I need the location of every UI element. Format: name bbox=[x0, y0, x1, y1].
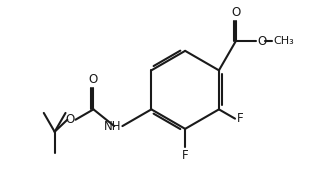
Text: CH₃: CH₃ bbox=[273, 36, 294, 46]
Text: NH: NH bbox=[103, 120, 121, 133]
Text: F: F bbox=[236, 112, 243, 125]
Text: F: F bbox=[182, 149, 188, 162]
Text: O: O bbox=[258, 35, 267, 48]
Text: O: O bbox=[65, 113, 74, 126]
Text: O: O bbox=[89, 73, 98, 86]
Text: O: O bbox=[231, 6, 240, 19]
